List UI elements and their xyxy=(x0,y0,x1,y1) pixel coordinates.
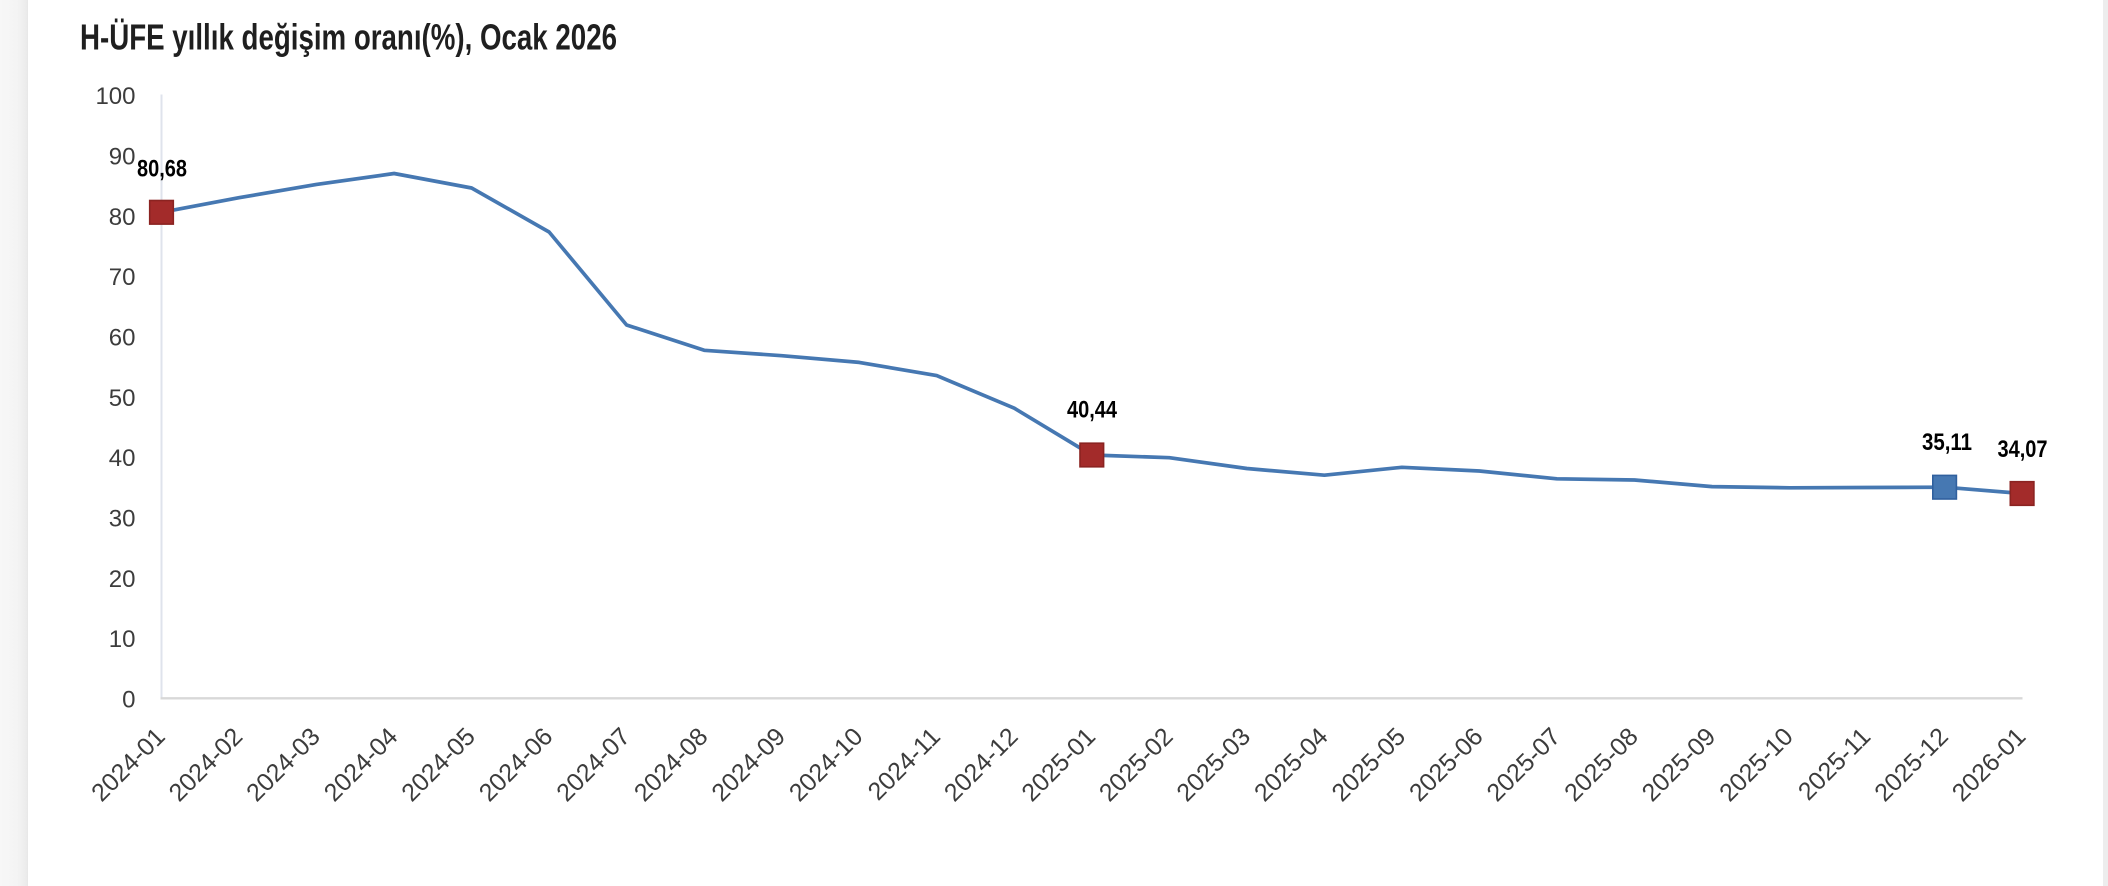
svg-text:20: 20 xyxy=(109,566,136,593)
svg-text:2024-09: 2024-09 xyxy=(706,722,791,807)
svg-text:2025-06: 2025-06 xyxy=(1404,722,1489,807)
svg-text:2025-01: 2025-01 xyxy=(1016,722,1101,807)
svg-text:10: 10 xyxy=(109,626,136,653)
svg-text:2025-04: 2025-04 xyxy=(1249,722,1334,807)
svg-text:40,44: 40,44 xyxy=(1067,397,1118,424)
svg-text:60: 60 xyxy=(109,325,136,352)
svg-text:2024-06: 2024-06 xyxy=(474,722,559,807)
svg-text:0: 0 xyxy=(122,687,135,714)
svg-text:2024-12: 2024-12 xyxy=(939,722,1024,807)
svg-text:2025-02: 2025-02 xyxy=(1094,722,1179,807)
svg-text:2025-05: 2025-05 xyxy=(1326,722,1411,807)
svg-text:2026-01: 2026-01 xyxy=(1947,722,2032,807)
svg-text:2024-11: 2024-11 xyxy=(863,722,946,805)
svg-text:34,07: 34,07 xyxy=(1998,436,2048,463)
svg-text:2024-04: 2024-04 xyxy=(319,722,404,807)
svg-text:30: 30 xyxy=(109,506,136,533)
svg-text:80,68: 80,68 xyxy=(137,156,187,183)
svg-text:2025-10: 2025-10 xyxy=(1714,722,1799,807)
svg-text:2025-07: 2025-07 xyxy=(1481,722,1566,807)
svg-text:40: 40 xyxy=(109,445,136,472)
svg-text:2024-02: 2024-02 xyxy=(164,722,249,807)
svg-text:2024-07: 2024-07 xyxy=(551,722,636,807)
svg-text:H-ÜFE yıllık değişim oranı(%),: H-ÜFE yıllık değişim oranı(%), Ocak 2026 xyxy=(80,17,617,58)
svg-text:2024-03: 2024-03 xyxy=(241,722,326,807)
svg-text:2025-08: 2025-08 xyxy=(1559,722,1644,807)
svg-text:2025-12: 2025-12 xyxy=(1869,722,1954,807)
svg-text:80: 80 xyxy=(109,204,136,231)
svg-text:2025-11: 2025-11 xyxy=(1793,722,1876,805)
svg-text:100: 100 xyxy=(95,83,135,110)
svg-text:2025-09: 2025-09 xyxy=(1637,722,1722,807)
svg-text:2025-03: 2025-03 xyxy=(1171,722,1256,807)
svg-text:50: 50 xyxy=(109,385,136,412)
svg-text:2024-08: 2024-08 xyxy=(629,722,714,807)
svg-text:2024-10: 2024-10 xyxy=(784,722,869,807)
svg-text:35,11: 35,11 xyxy=(1922,429,1972,456)
svg-text:70: 70 xyxy=(109,264,136,291)
svg-text:2024-01: 2024-01 xyxy=(86,722,171,807)
svg-text:2024-05: 2024-05 xyxy=(396,722,481,807)
svg-text:90: 90 xyxy=(109,144,136,171)
